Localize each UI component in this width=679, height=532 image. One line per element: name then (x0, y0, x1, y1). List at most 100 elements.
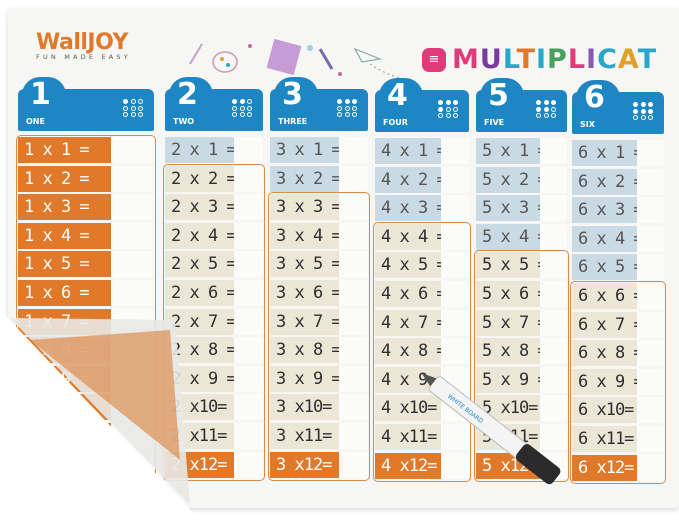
answer-box[interactable] (540, 453, 567, 479)
equation-text: 5 x12= (476, 452, 541, 479)
answer-box[interactable] (111, 394, 154, 420)
answer-box[interactable] (339, 394, 368, 420)
answer-box[interactable] (637, 369, 664, 395)
answer-box[interactable] (637, 169, 664, 195)
dot (445, 100, 451, 105)
answer-box[interactable] (441, 424, 469, 450)
answer-box[interactable] (441, 224, 469, 250)
answer-box[interactable] (637, 340, 664, 366)
answer-box[interactable] (111, 309, 154, 335)
equation-row: 4 x 5 = (375, 252, 469, 279)
answer-box[interactable] (540, 338, 567, 364)
answer-box[interactable] (441, 281, 469, 307)
dot (247, 105, 252, 111)
answer-box[interactable] (111, 337, 154, 363)
answer-box[interactable] (637, 140, 664, 166)
answer-box[interactable] (637, 226, 664, 252)
answer-box[interactable] (234, 137, 263, 163)
answer-box[interactable] (540, 424, 567, 450)
counting-dots-icon (232, 99, 253, 117)
answer-box[interactable] (441, 138, 469, 164)
answer-box[interactable] (234, 251, 263, 277)
dot (543, 106, 549, 112)
equation-row: 4 x 7 = (375, 309, 469, 336)
answer-box[interactable] (234, 337, 263, 363)
answer-box[interactable] (111, 423, 154, 449)
answer-box[interactable] (540, 281, 567, 307)
answer-box[interactable] (339, 309, 368, 335)
answer-box[interactable] (637, 397, 664, 423)
answer-box[interactable] (637, 197, 664, 223)
answer-box[interactable] (339, 337, 368, 363)
answer-box[interactable] (540, 138, 567, 164)
answer-box[interactable] (234, 366, 263, 392)
answer-box[interactable] (637, 455, 664, 481)
answer-box[interactable] (637, 312, 664, 338)
dot (551, 100, 556, 105)
answer-box[interactable] (234, 423, 263, 449)
answer-box[interactable] (234, 194, 263, 220)
answer-box[interactable] (339, 166, 368, 192)
answer-box[interactable] (637, 254, 664, 280)
dot (232, 99, 237, 104)
answer-box[interactable] (441, 338, 469, 364)
dot (239, 112, 245, 117)
title-letter: M (452, 44, 480, 75)
answer-box[interactable] (111, 280, 154, 306)
equation-row: 4 x 8 = (375, 338, 469, 365)
answer-box[interactable] (111, 137, 154, 163)
answer-box[interactable] (339, 137, 368, 163)
answer-box[interactable] (339, 452, 368, 478)
equation-row: 2 x 4 = (165, 222, 263, 249)
answer-box[interactable] (339, 366, 368, 392)
answer-box[interactable] (339, 423, 368, 449)
answer-box[interactable] (441, 310, 469, 336)
equation-row: 1 x 8 = (18, 337, 154, 364)
answer-box[interactable] (111, 452, 154, 478)
answer-box[interactable] (234, 280, 263, 306)
answer-box[interactable] (234, 166, 263, 192)
answer-box[interactable] (637, 283, 664, 309)
times-table-column-2: 2 TWO 2 x 1 = 2 x 2 = 2 x 3 = 2 x 4 = 2 x 5 = 2… (163, 77, 265, 529)
answer-box[interactable] (441, 167, 469, 193)
answer-box[interactable] (540, 252, 567, 278)
answer-box[interactable] (234, 309, 263, 335)
answer-box[interactable] (540, 224, 567, 250)
answer-box[interactable] (540, 395, 567, 421)
answer-box[interactable] (111, 251, 154, 277)
equation-text: 1 x 8 = (18, 337, 112, 364)
answer-box[interactable] (441, 395, 469, 421)
answer-box[interactable] (339, 251, 368, 277)
answer-box[interactable] (234, 394, 263, 420)
equation-text: 1 x 6 = (18, 279, 112, 306)
answer-box[interactable] (111, 166, 154, 192)
column-word: SIX (580, 120, 595, 129)
answer-box[interactable] (637, 426, 664, 452)
answer-box[interactable] (540, 367, 567, 393)
answer-box[interactable] (339, 223, 368, 249)
answer-box[interactable] (540, 167, 567, 193)
answer-box[interactable] (540, 310, 567, 336)
equation-row: 2 x 2 = (165, 165, 263, 192)
answer-box[interactable] (441, 195, 469, 221)
answer-box[interactable] (234, 452, 263, 478)
answer-box[interactable] (111, 223, 154, 249)
answer-box[interactable] (339, 280, 368, 306)
dot (337, 105, 342, 111)
header-tab (22, 77, 66, 97)
title-letter: L (567, 44, 587, 75)
answer-box[interactable] (339, 194, 368, 220)
equation-row: 5 x 4 = (476, 223, 567, 250)
answer-box[interactable] (540, 195, 567, 221)
answer-box[interactable] (441, 453, 469, 479)
pencil-icon (318, 48, 334, 70)
answer-box[interactable] (441, 252, 469, 278)
equation-row: 5 x 2 = (476, 166, 567, 193)
answer-box[interactable] (111, 194, 154, 220)
answer-box[interactable] (234, 223, 263, 249)
equation-row: 5 x12= (476, 452, 567, 479)
dot (344, 99, 350, 104)
answer-box[interactable] (111, 366, 154, 392)
answer-box[interactable] (441, 367, 469, 393)
dot (239, 105, 245, 111)
